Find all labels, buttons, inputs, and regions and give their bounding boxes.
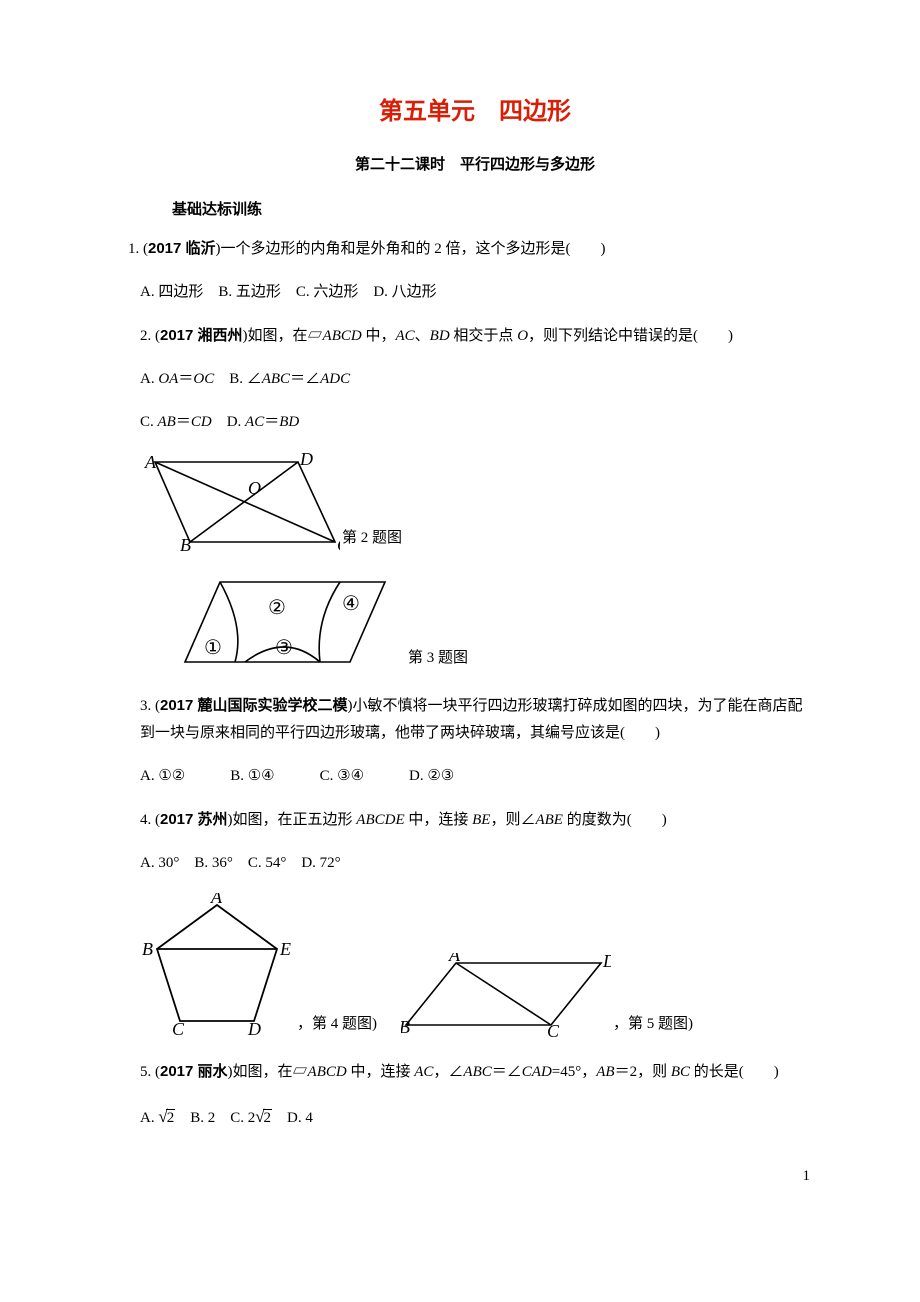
q5-abcd: ABCD xyxy=(308,1064,347,1080)
figure-q4: A B E C D ，第 4 题图) xyxy=(140,893,377,1038)
svg-text:C: C xyxy=(172,1019,185,1038)
svg-text:①: ① xyxy=(204,637,222,659)
q2-m3: 相交于点 xyxy=(450,328,518,344)
q5-ac: AC xyxy=(414,1064,433,1080)
q1-suffix: )一个多边形的内角和是外角和的 2 倍，这个多边形是( ) xyxy=(216,241,606,257)
svg-text:B: B xyxy=(142,939,153,959)
q2-fig-caption: 第 2 题图 xyxy=(342,525,402,552)
q2-m2: 中， xyxy=(362,328,396,344)
q5-m2: 中，连接 xyxy=(347,1064,415,1080)
svg-text:C: C xyxy=(337,535,340,552)
section-heading: 基础达标训练 xyxy=(172,196,810,223)
q5-ab: AB xyxy=(596,1064,614,1080)
svg-text:②: ② xyxy=(268,597,286,619)
q2-opts-cd: C. AB＝CD D. AC＝BD xyxy=(140,409,810,436)
q4-source: 2017 苏州 xyxy=(160,811,228,828)
q3-source: 2017 麓山国际实验学校二模 xyxy=(160,697,348,714)
question-1: 1. (2017 临沂)一个多边形的内角和是外角和的 2 倍，这个多边形是( ) xyxy=(128,235,810,263)
q2-suffix: ，则下列结论中错误的是( ) xyxy=(528,328,733,344)
svg-text:A: A xyxy=(144,452,157,472)
svg-text:D: D xyxy=(247,1019,261,1038)
q5-options: A. √2 B. 2 C. 2√2 D. 4 xyxy=(140,1102,810,1133)
figure-row-q3: ① ② ③ ④ 第 3 题图 xyxy=(180,572,810,672)
q4-m: )如图，在正五边形 xyxy=(228,812,357,828)
sqrt-icon: √2 xyxy=(255,1102,272,1133)
q5-eq2: ＝2，则 xyxy=(615,1064,671,1080)
svg-text:④: ④ xyxy=(342,593,360,615)
svg-text:D: D xyxy=(602,953,611,971)
svg-text:B: B xyxy=(180,535,191,552)
figure-q3: ① ② ③ ④ 第 3 题图 xyxy=(180,572,468,672)
q5-m3: ，∠ xyxy=(433,1064,463,1080)
q5-eq: ＝∠ xyxy=(492,1064,522,1080)
q5-bc: BC xyxy=(671,1064,690,1080)
figure-q2: A D B C O 第 2 题图 xyxy=(140,452,402,552)
figure-row-q4q5: A B E C D ，第 4 题图) A D B C ，第 5 题图) xyxy=(140,893,810,1038)
q2-prefix: 2. ( xyxy=(140,328,160,344)
q4-options: A. 30° B. 36° C. 54° D. 72° xyxy=(140,850,810,877)
q1-prefix: 1. ( xyxy=(128,241,148,257)
q4-be: BE xyxy=(472,812,490,828)
q4-prefix: 4. ( xyxy=(140,812,160,828)
question-4: 4. (2017 苏州)如图，在正五边形 ABCDE 中，连接 BE，则∠ABE… xyxy=(140,806,810,834)
q5-deg: =45°， xyxy=(552,1064,596,1080)
q2-svg: A D B C O xyxy=(140,452,340,552)
svg-text:A: A xyxy=(210,893,223,907)
q3-options: A. ①② B. ①④ C. ③④ D. ②③ xyxy=(140,763,810,790)
svg-text:A: A xyxy=(448,953,461,965)
q5-cad: CAD xyxy=(522,1064,552,1080)
lesson-title: 第二十二课时 平行四边形与多边形 xyxy=(140,151,810,178)
figure-q5: A D B C ，第 5 题图) xyxy=(401,953,693,1038)
q4-m2: 中，连接 xyxy=(405,812,473,828)
q5-m: )如图，在▱ xyxy=(228,1064,308,1080)
q1-options: A. 四边形 B. 五边形 C. 六边形 D. 八边形 xyxy=(140,279,810,306)
q2-bd: BD xyxy=(430,328,450,344)
question-2: 2. (2017 湘西州)如图，在▱ABCD 中，AC、BD 相交于点 O，则下… xyxy=(140,322,810,350)
svg-text:O: O xyxy=(248,478,261,498)
q4-fig-caption: ，第 4 题图) xyxy=(297,1011,377,1038)
svg-text:D: D xyxy=(299,452,313,469)
q1-source: 2017 临沂 xyxy=(148,240,216,257)
sqrt-icon: √2 xyxy=(158,1102,175,1133)
q4-svg: A B E C D xyxy=(140,893,295,1038)
q5-svg: A D B C xyxy=(401,953,611,1038)
q5-source: 2017 丽水 xyxy=(160,1063,228,1080)
figure-row-q2: A D B C O 第 2 题图 xyxy=(140,452,810,552)
svg-text:③: ③ xyxy=(275,637,293,659)
page-number: 1 xyxy=(140,1163,810,1190)
q2-abcd: ABCD xyxy=(323,328,362,344)
unit-title: 第五单元 四边形 xyxy=(140,90,810,133)
q3-fig-caption: 第 3 题图 xyxy=(408,645,468,672)
svg-text:C: C xyxy=(547,1021,560,1038)
q2-ac: AC xyxy=(395,328,414,344)
q3-svg: ① ② ③ ④ xyxy=(180,572,390,672)
q4-abe: ABE xyxy=(535,812,563,828)
q4-suffix: 的度数为( ) xyxy=(563,812,667,828)
q5-suffix: 的长是( ) xyxy=(690,1064,779,1080)
question-5: 5. (2017 丽水)如图，在▱ABCD 中，连接 AC，∠ABC＝∠CAD=… xyxy=(140,1058,810,1086)
q2-source: 2017 湘西州 xyxy=(160,327,243,344)
q2-o: O xyxy=(517,328,528,344)
svg-text:B: B xyxy=(401,1017,410,1037)
q5-abc: ABC xyxy=(463,1064,491,1080)
svg-text:E: E xyxy=(279,939,291,959)
q4-m3: ，则∠ xyxy=(490,812,535,828)
q5-fig-caption: ，第 5 题图) xyxy=(613,1011,693,1038)
q3-prefix: 3. ( xyxy=(140,698,160,714)
question-3: 3. (2017 麓山国际实验学校二模)小敏不慎将一块平行四边形玻璃打碎成如图的… xyxy=(140,692,810,747)
q5-prefix: 5. ( xyxy=(140,1064,160,1080)
q2-dot: 、 xyxy=(415,328,430,344)
q2-m: )如图，在▱ xyxy=(243,328,323,344)
q4-abcde: ABCDE xyxy=(356,812,404,828)
q2-opts-ab: A. OA＝OC B. ∠ABC＝∠ADC xyxy=(140,366,810,393)
